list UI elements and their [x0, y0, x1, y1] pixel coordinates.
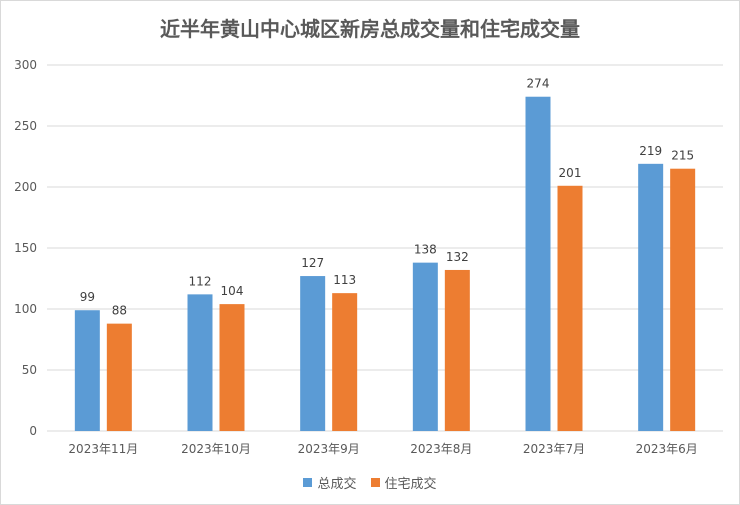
y-tick-label: 0: [29, 424, 37, 438]
data-label: 201: [559, 166, 582, 180]
chart-title: 近半年黄山中心城区新房总成交量和住宅成交量: [160, 17, 580, 41]
y-tick-label: 200: [14, 180, 37, 194]
bar: [106, 323, 132, 431]
bar: [74, 310, 100, 431]
y-tick-label: 100: [14, 302, 37, 316]
x-tick-label: 2023年10月: [181, 442, 251, 456]
x-tick-label: 2023年11月: [68, 442, 138, 456]
bar: [412, 262, 438, 431]
data-label: 112: [189, 274, 212, 288]
data-label: 88: [112, 304, 127, 318]
x-tick-label: 2023年6月: [636, 442, 698, 456]
data-label: 104: [221, 284, 244, 298]
data-label: 127: [301, 256, 324, 270]
y-tick-label: 150: [14, 241, 37, 255]
bar: [444, 269, 470, 431]
x-tick-label: 2023年8月: [410, 442, 472, 456]
data-label: 99: [80, 290, 95, 304]
x-tick-label: 2023年7月: [523, 442, 585, 456]
bar: [219, 304, 245, 431]
y-tick-label: 250: [14, 119, 37, 133]
bar: [187, 294, 213, 431]
data-label: 274: [527, 77, 550, 91]
bar: [670, 168, 696, 431]
data-label: 113: [333, 273, 356, 287]
data-label: 132: [446, 250, 469, 264]
legend-swatch: [370, 478, 380, 487]
y-tick-label: 300: [14, 58, 37, 72]
bar: [300, 276, 326, 431]
legend-label: 总成交: [317, 477, 357, 492]
bar: [638, 163, 664, 431]
legend-label: 住宅成交: [384, 477, 437, 492]
y-tick-label: 50: [22, 363, 37, 377]
data-label: 219: [639, 144, 662, 158]
bar: [332, 293, 358, 431]
data-label: 138: [414, 243, 437, 257]
data-label: 215: [671, 149, 694, 163]
legend-item: 总成交: [303, 473, 357, 492]
x-tick-label: 2023年9月: [298, 442, 360, 456]
bar: [525, 96, 551, 431]
legend-swatch: [303, 478, 313, 487]
legend-item: 住宅成交: [370, 473, 437, 492]
chart-legend: 总成交 住宅成交: [1, 473, 739, 492]
bar: [557, 185, 583, 431]
